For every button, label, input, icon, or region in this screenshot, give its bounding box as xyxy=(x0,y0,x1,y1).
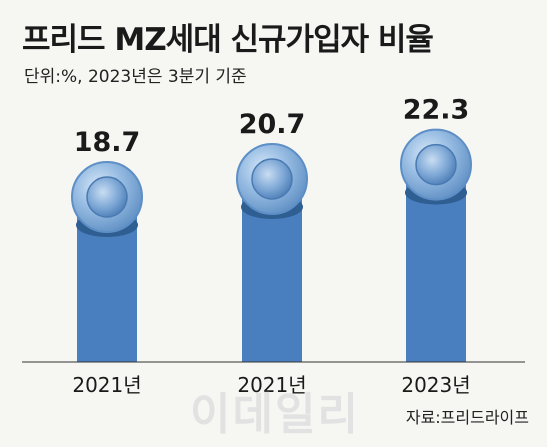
data-label-2: 20.7 xyxy=(239,109,306,140)
source-note: 자료:프리드라이프 xyxy=(405,408,529,427)
bar-1 xyxy=(71,161,143,362)
bar-ball-inner xyxy=(251,158,293,200)
chart-subtitle: 단위:%, 2023년은 3분기 기준 xyxy=(24,67,247,87)
data-label-1: 18.7 xyxy=(74,127,141,158)
bar-ball-inner xyxy=(415,143,457,186)
chart-title: 프리드 MZ세대 신규가입자 비율 xyxy=(22,22,434,58)
bar-2 xyxy=(236,143,308,362)
category-label-1: 2021년 xyxy=(72,373,141,397)
watermark-logo: 이데일리 xyxy=(190,389,360,440)
bar-3 xyxy=(400,128,472,362)
data-label-3: 22.3 xyxy=(403,95,470,126)
category-label-3: 2023년 xyxy=(401,373,470,397)
category-label-2: 2021년 xyxy=(237,373,306,397)
bar-ball-inner xyxy=(86,176,128,218)
